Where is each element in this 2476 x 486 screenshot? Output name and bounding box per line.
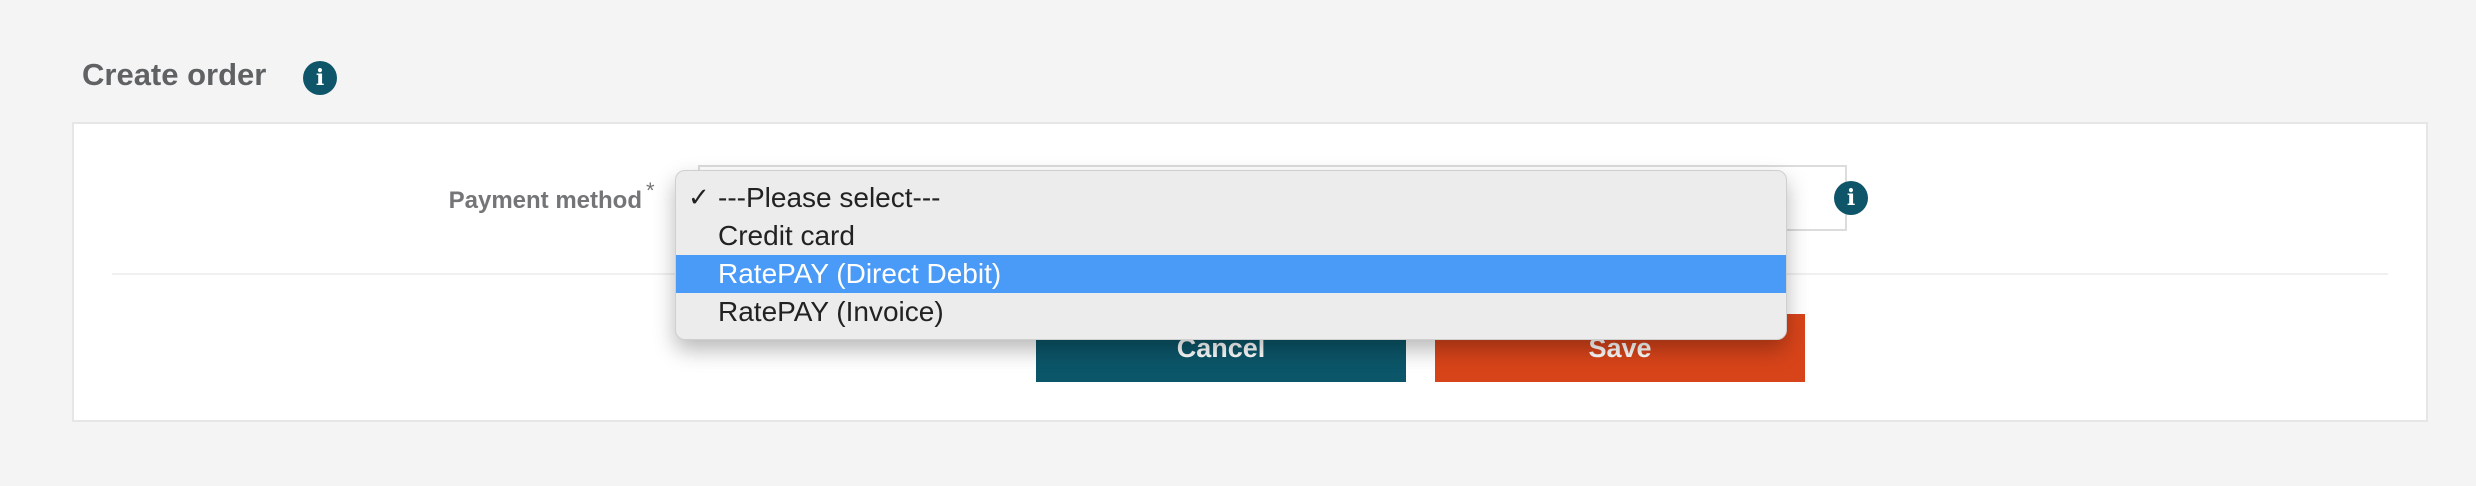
dropdown-option-ratepay-invoice[interactable]: RatePAY (Invoice) <box>676 293 1786 331</box>
option-label: ---Please select--- <box>718 182 941 213</box>
dropdown-option-ratepay-direct-debit[interactable]: RatePAY (Direct Debit) <box>676 255 1786 293</box>
info-icon[interactable]: i <box>303 61 337 95</box>
page-title: Create order <box>82 57 267 92</box>
option-label: RatePAY (Invoice) <box>718 296 944 327</box>
dropdown-option-credit-card[interactable]: Credit card <box>676 217 1786 255</box>
info-icon[interactable]: i <box>1834 181 1868 215</box>
required-marker: * <box>646 178 655 203</box>
checkmark-icon: ✓ <box>688 183 710 213</box>
option-label: RatePAY (Direct Debit) <box>718 258 1002 289</box>
payment-method-label: Payment method <box>448 187 642 214</box>
payment-method-dropdown[interactable]: ✓ ---Please select--- Credit card RatePA… <box>675 170 1787 340</box>
option-label: Credit card <box>718 220 855 251</box>
dropdown-option-please-select[interactable]: ✓ ---Please select--- <box>676 179 1786 217</box>
